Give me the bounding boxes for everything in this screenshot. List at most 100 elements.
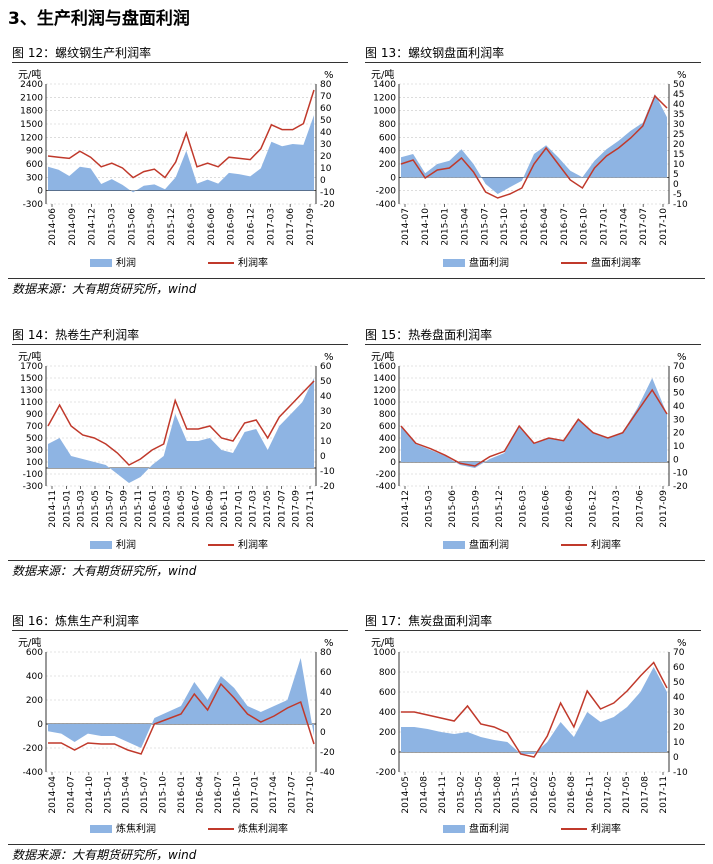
right-tick-label: 10	[673, 160, 685, 170]
left-tick-label: 1800	[20, 107, 43, 117]
legend-label: 盘面利润	[469, 822, 509, 835]
chart-c16: 元/吨 %-400-2000200400600-40-20020406080201…	[18, 636, 335, 835]
panel-c15: 图 15：热卷盘面利润率 元/吨% -400 -200 0 200 400 600 800 10…	[365, 326, 705, 560]
right-tick-label: 30	[673, 415, 685, 425]
left-tick-label: 1400	[373, 80, 396, 90]
right-tick-label: 0	[320, 728, 326, 738]
x-tick-label: 2014-08	[419, 776, 429, 814]
section-title: 3、生产利润与盘面利润	[8, 9, 190, 29]
right-tick-label: 20	[673, 140, 685, 150]
x-tick-label: 2014-09	[68, 208, 78, 246]
x-tick-label: 2017-06	[636, 490, 646, 528]
left-tick-label: 0	[37, 720, 43, 730]
left-tick-label: -200	[376, 470, 397, 480]
right-tick-label: -40	[320, 768, 335, 778]
left-tick-label: 800	[379, 120, 396, 130]
x-tick-label: 2017-08	[641, 776, 651, 814]
line-series	[400, 388, 668, 467]
left-tick-label: 0	[390, 458, 396, 468]
right-tick-label: 70	[673, 648, 685, 658]
x-tick-label: 2015-08	[493, 776, 503, 814]
x-tick-label: 2015-07	[105, 490, 115, 528]
x-tick-label: 2016-03	[163, 490, 173, 528]
left-tick-label: 600	[379, 688, 396, 698]
right-tick-label: 60	[320, 362, 332, 372]
chart-title: 图 13：螺纹钢盘面利润率	[365, 46, 505, 60]
left-tick-label: 100	[26, 458, 43, 468]
left-tick-label: 1700	[20, 362, 43, 372]
left-tick-label: -300	[23, 200, 44, 210]
x-tick-label: 2015-03	[77, 490, 87, 528]
left-tick-label: 400	[379, 147, 396, 157]
x-tick-label: 2017-05	[622, 776, 632, 814]
right-tick-label: 30	[320, 140, 332, 150]
right-tick-label: 80	[320, 80, 332, 90]
x-tick-label: 2014-10	[85, 776, 95, 814]
source-note: 数据来源：大有期货研究所，wind	[12, 282, 197, 296]
x-tick-label: 2015-09	[120, 490, 130, 528]
x-tick-label: 2016-05	[548, 776, 558, 814]
left-tick-label: 600	[26, 648, 43, 658]
line-series	[48, 682, 315, 755]
right-tick-label: 30	[673, 708, 685, 718]
area-series	[401, 378, 667, 468]
x-tick-label: 2016-03	[518, 490, 528, 528]
x-tick-label: 2016-08	[567, 776, 577, 814]
x-tick-label: 2017-09	[659, 490, 669, 528]
right-tick-label: 0	[320, 452, 326, 462]
left-tick-label: -400	[23, 768, 44, 778]
left-tick-label: 600	[379, 422, 396, 432]
x-tick-label: 2016-01	[520, 208, 530, 246]
left-tick-label: 1000	[373, 648, 396, 658]
x-tick-label: 2016-04	[540, 208, 550, 246]
left-tick-label: -300	[23, 482, 44, 492]
x-tick-label: 2016-12	[246, 208, 256, 246]
x-tick-label: 2017-04	[269, 776, 279, 814]
left-tick-label: 300	[26, 446, 43, 456]
legend-label: 利润	[116, 538, 136, 551]
left-tick-label: 400	[26, 672, 43, 682]
right-tick-label: 40	[320, 688, 332, 698]
right-tick-label: 80	[320, 648, 332, 658]
right-tick-label: 45	[673, 90, 684, 100]
x-tick-label: 2017-11	[659, 776, 669, 814]
legend-swatch-area	[443, 825, 465, 833]
right-tick-label: 40	[673, 402, 685, 412]
x-tick-label: 2014-05	[401, 776, 411, 814]
line-series	[400, 94, 668, 199]
left-tick-label: 1600	[373, 362, 396, 372]
x-tick-label: 2016-09	[227, 208, 237, 246]
area-series	[401, 94, 667, 194]
left-tick-label: 600	[379, 133, 396, 143]
left-tick-label: -200	[376, 768, 397, 778]
x-tick-label: 2016-07	[214, 776, 224, 814]
chart-c17: 元/吨 % -200 0 200 400 600 800 1000 -10 0 10 20 30 40 50 6…	[371, 636, 688, 835]
x-tick-label: 2015-07	[140, 776, 150, 814]
legend-swatch-area	[90, 259, 112, 267]
right-tick-label: 50	[320, 377, 332, 387]
right-tick-label: 10	[320, 164, 332, 174]
right-tick-label: 0	[320, 176, 326, 186]
chart-c15: 元/吨 %-400-2000200400600800100012001400160…	[371, 350, 688, 551]
legend-swatch-area	[90, 541, 112, 549]
left-tick-label: 500	[26, 434, 43, 444]
panel-c14: 图 14：热卷生产利润率 元/吨% -300 -100 100 300 500 700 900…	[12, 326, 352, 560]
x-tick-label: 2016-01	[148, 490, 158, 528]
x-tick-label: 2017-01	[234, 490, 244, 528]
right-tick-label: -20	[320, 482, 335, 492]
legend-label: 利润率	[238, 256, 268, 269]
chart-title: 图 14：热卷生产利润率	[12, 328, 140, 342]
x-tick-label: 2017-04	[619, 208, 629, 246]
right-tick-label: 25	[673, 130, 684, 140]
right-tick-label: 10	[320, 437, 332, 447]
x-tick-label: 2015-04	[461, 208, 471, 246]
right-tick-label: 0	[673, 180, 679, 190]
left-tick-label: 1000	[373, 107, 396, 117]
left-tick-label: 200	[379, 160, 396, 170]
left-tick-label: 0	[390, 748, 396, 758]
right-tick-label: -20	[320, 200, 335, 210]
x-tick-label: 2016-04	[195, 776, 205, 814]
x-tick-label: 2017-06	[286, 208, 296, 246]
right-tick-label: 40	[673, 100, 685, 110]
source-note: 数据来源：大有期货研究所，wind	[12, 564, 197, 578]
